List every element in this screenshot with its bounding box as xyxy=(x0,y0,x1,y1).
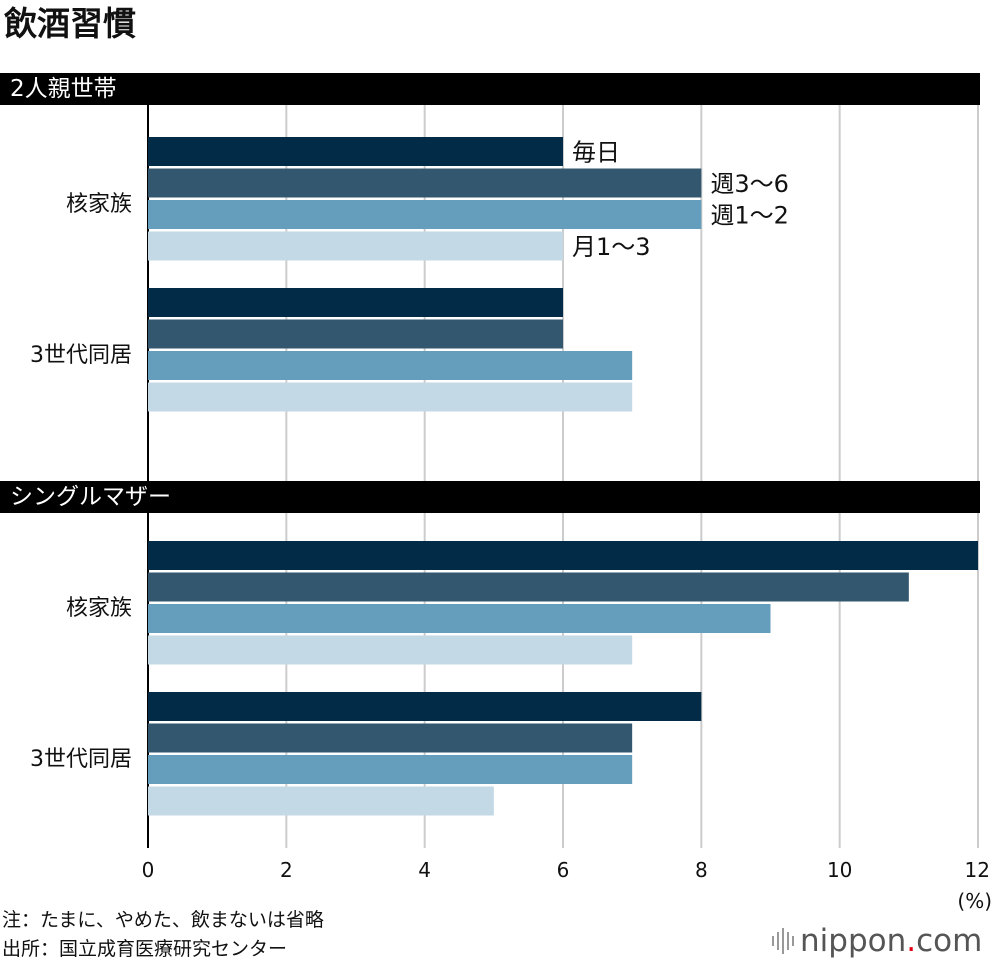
group-label: 3世代同居 xyxy=(30,343,132,368)
bar xyxy=(148,572,909,602)
nippon-logo: nippon. com xyxy=(772,923,982,959)
bar xyxy=(148,200,702,229)
series-label: 週1～2 xyxy=(710,202,789,230)
group-label: 核家族 xyxy=(66,596,132,621)
bar xyxy=(148,635,633,665)
bar xyxy=(148,786,494,816)
bar xyxy=(148,755,633,784)
group-label: 3世代同居 xyxy=(30,747,132,772)
bar xyxy=(148,541,978,570)
group-label: 核家族 xyxy=(66,192,132,217)
bar xyxy=(148,351,633,380)
logo-bars-icon xyxy=(772,928,794,954)
logo-suffix: com xyxy=(916,923,983,959)
bar xyxy=(148,168,702,198)
x-tick-label: 6 xyxy=(557,858,570,882)
footnotes: 注：たまに、やめた、飲まないは省略 出所：国立成育医療研究センター xyxy=(2,906,324,964)
unit-label: (%) xyxy=(957,889,992,913)
x-tick-label: 10 xyxy=(827,858,852,882)
panel-header-single-mother: シングルマザー xyxy=(0,481,980,513)
x-tick-label: 0 xyxy=(142,858,155,882)
panel-header-two-parent: 2人親世帯 xyxy=(0,73,980,105)
logo-dot: . xyxy=(906,923,917,959)
bar xyxy=(148,231,563,261)
bars xyxy=(148,137,978,816)
series-label: 月1～3 xyxy=(572,233,651,261)
x-tick-label: 2 xyxy=(280,858,293,882)
series-label: 週3～6 xyxy=(710,170,789,198)
bar xyxy=(148,137,563,166)
x-tick-label: 4 xyxy=(418,858,431,882)
logo-main: nippon xyxy=(800,923,907,959)
bar xyxy=(148,288,563,317)
chart-title: 飲酒習慣 xyxy=(4,4,136,43)
x-tick-label: 8 xyxy=(695,858,708,882)
source-line: 出所：国立成育医療研究センター xyxy=(2,938,288,960)
x-tick-label: 12 xyxy=(965,858,990,882)
bar xyxy=(148,723,633,753)
series-label: 毎日 xyxy=(572,139,620,167)
bar xyxy=(148,319,563,349)
bar xyxy=(148,382,633,412)
bar xyxy=(148,604,771,633)
note-line: 注：たまに、やめた、飲まないは省略 xyxy=(2,909,324,931)
bar xyxy=(148,692,702,721)
